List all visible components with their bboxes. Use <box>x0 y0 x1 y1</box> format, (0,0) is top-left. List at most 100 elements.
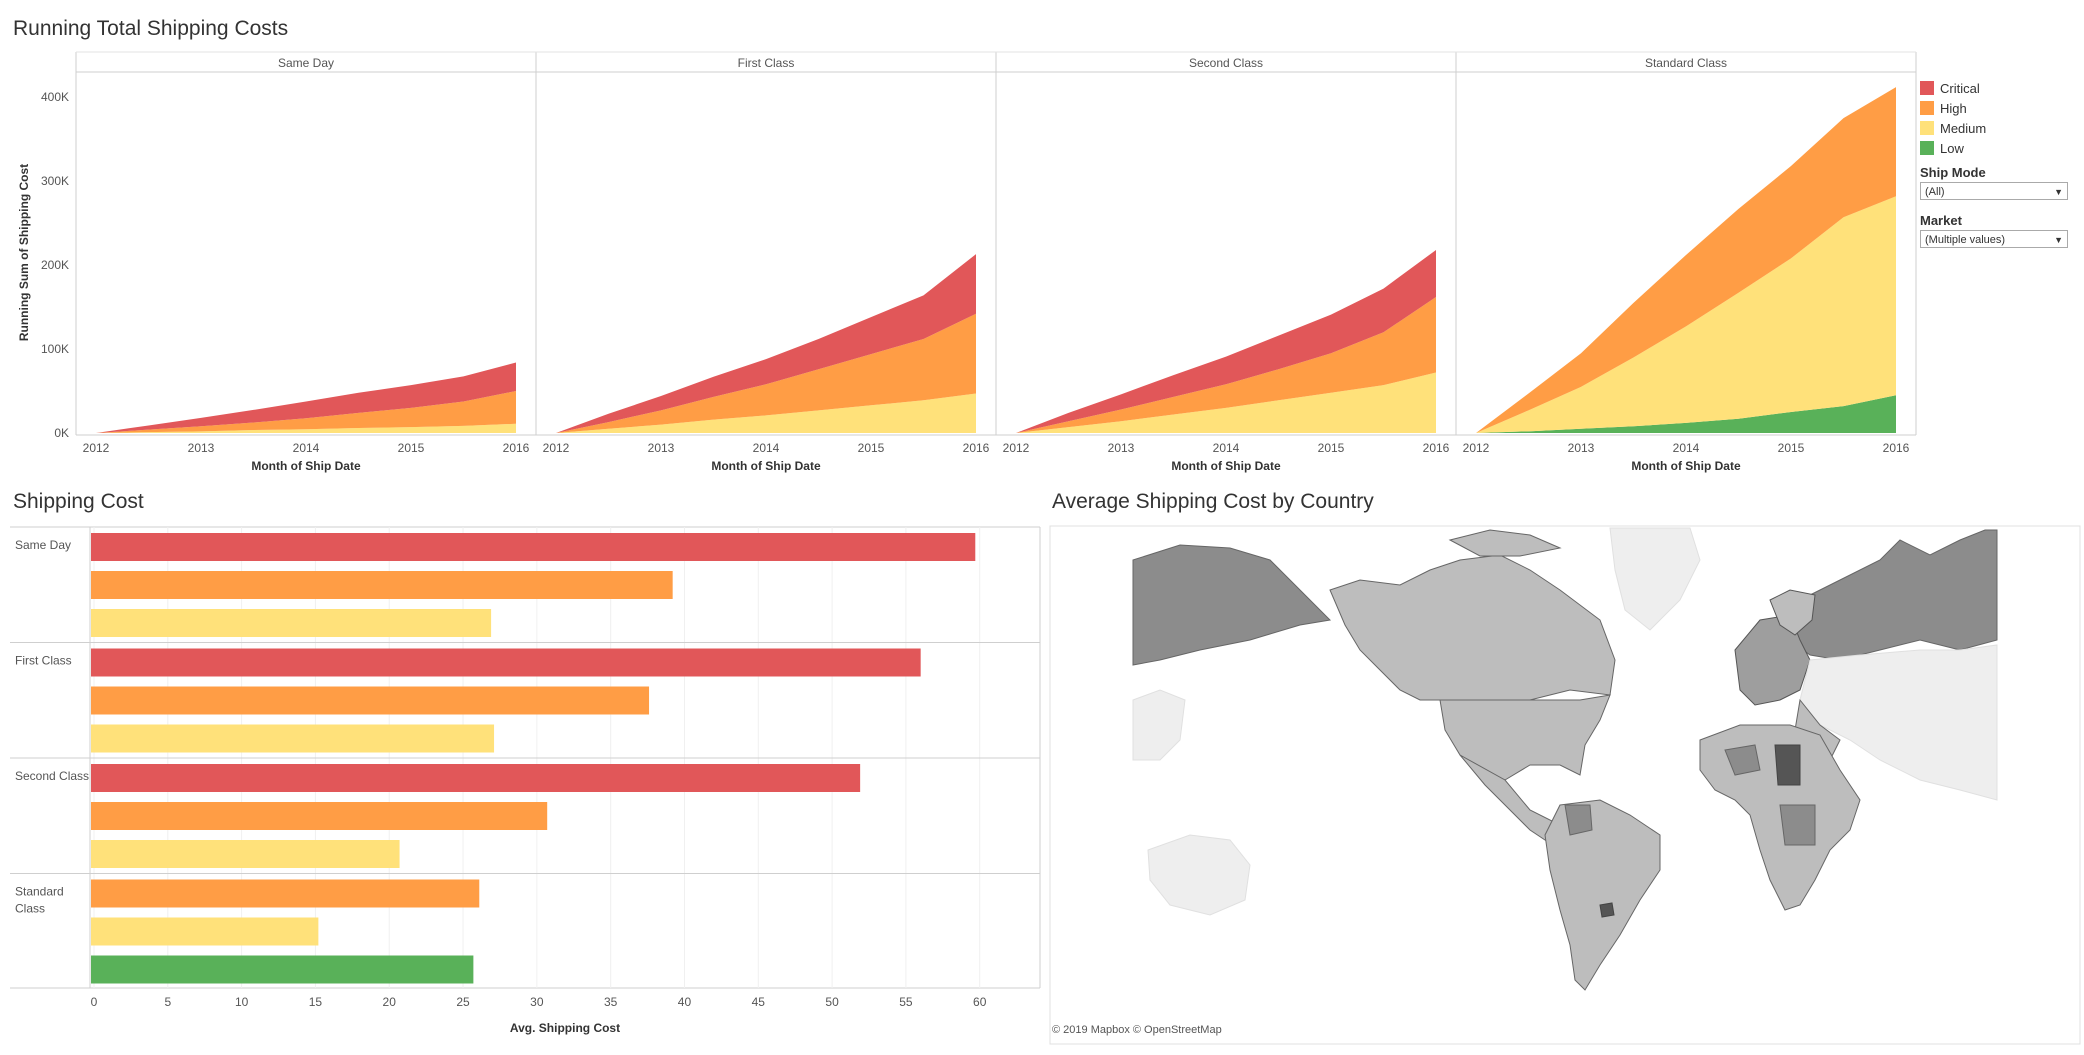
x-tick-label: 2014 <box>1673 441 1700 455</box>
running-total-chart: Running Sum of Shipping Cost 0K 100K 200K 30… <box>17 51 1917 473</box>
legend-item-high[interactable]: High <box>1920 98 2080 118</box>
x-tick-label: 20 <box>383 995 397 1009</box>
group-label: Second Class <box>15 769 89 783</box>
legend-label-critical: Critical <box>1940 80 1980 96</box>
area-critical <box>1016 249 1436 433</box>
bar-low <box>91 955 474 984</box>
area-critical <box>96 362 516 433</box>
legend-label-medium: Medium <box>1940 120 1987 136</box>
australia-shape <box>1147 834 1251 916</box>
chevron-down-icon: ▼ <box>2054 235 2063 245</box>
group-label: Same Day <box>15 538 71 552</box>
x-tick-label: 25 <box>456 995 470 1009</box>
area-medium <box>1476 196 1896 433</box>
panel-header: Second Class <box>1189 56 1263 70</box>
map-title: Average Shipping Cost by Country <box>1052 490 1374 513</box>
legend-panel: Critical High Medium Low Ship Mode (All)… <box>1920 78 2080 260</box>
bar-medium <box>91 840 400 868</box>
panel-header: Same Day <box>278 56 334 70</box>
x-tick-label: 45 <box>752 995 766 1009</box>
legend-swatch-low <box>1920 141 1934 155</box>
x-axis-label: Avg. Shipping Cost <box>510 1021 620 1035</box>
x-tick-label: 2015 <box>858 441 885 455</box>
legend-swatch-medium <box>1920 121 1934 135</box>
x-tick-label: 30 <box>530 995 544 1009</box>
x-tick-label: 55 <box>899 995 913 1009</box>
x-axis-label: Month of Ship Date <box>711 459 821 473</box>
y-tick-label: 400K <box>41 90 69 104</box>
x-tick-label: 40 <box>678 995 692 1009</box>
panel-header: Standard Class <box>1645 56 1727 70</box>
legend-swatch-critical <box>1920 81 1934 95</box>
x-tick-label: 0 <box>91 995 98 1009</box>
x-tick-label: 2015 <box>1778 441 1805 455</box>
group-label: Class <box>15 902 45 916</box>
y-axis-label: Running Sum of Shipping Cost <box>17 164 31 341</box>
bar-high <box>91 879 480 908</box>
market-dropdown[interactable]: (Multiple values) ▼ <box>1920 230 2068 248</box>
area-high <box>1016 296 1436 433</box>
x-tick-label: 2012 <box>1003 441 1030 455</box>
x-tick-label: 2013 <box>1568 441 1595 455</box>
x-tick-label: 2013 <box>188 441 215 455</box>
shipping-cost-title: Shipping Cost <box>13 490 144 513</box>
x-tick-label: 2015 <box>1318 441 1345 455</box>
x-tick-label: 2013 <box>648 441 675 455</box>
legend-item-critical[interactable]: Critical <box>1920 78 2080 98</box>
colombia-shape <box>1564 804 1593 836</box>
group-label: Standard <box>15 885 64 899</box>
mali-shape <box>1724 744 1761 776</box>
legend-label-low: Low <box>1940 140 1964 156</box>
market-value: (Multiple values) <box>1925 234 2006 246</box>
y-tick-label: 300K <box>41 174 69 188</box>
uruguay-shape <box>1599 902 1615 918</box>
bar-medium <box>91 917 319 946</box>
bar-critical <box>91 533 976 561</box>
bar-critical <box>91 648 921 677</box>
shipping-cost-bar-chart: Same Day First Class Second Class Standard C… <box>10 526 1041 1035</box>
legend-item-low[interactable]: Low <box>1920 138 2080 158</box>
bar-medium <box>91 724 495 753</box>
area-low <box>1476 395 1896 433</box>
ship-mode-dropdown[interactable]: (All) ▼ <box>1920 182 2068 200</box>
legend-label-high: High <box>1940 100 1967 116</box>
drc-shape <box>1779 804 1816 846</box>
x-tick-label: 2012 <box>1463 441 1490 455</box>
y-tick-label: 100K <box>41 342 69 356</box>
x-axis-label: Month of Ship Date <box>1631 459 1741 473</box>
greenland-shape <box>1609 527 1701 631</box>
legend-item-medium[interactable]: Medium <box>1920 118 2080 138</box>
arctic-islands-shape <box>1448 529 1562 557</box>
area-critical <box>556 254 976 433</box>
x-tick-label: 2016 <box>1883 441 1910 455</box>
area-high <box>556 313 976 433</box>
bar-high <box>91 686 650 715</box>
x-tick-label: 50 <box>825 995 839 1009</box>
x-tick-label: 2014 <box>1213 441 1240 455</box>
x-tick-label: 60 <box>973 995 987 1009</box>
bar-high <box>91 571 673 599</box>
alaska-shape <box>1132 544 1332 666</box>
x-tick-label: 5 <box>164 995 171 1009</box>
market-label: Market <box>1920 213 1962 228</box>
legend-swatch-high <box>1920 101 1934 115</box>
x-tick-label: 15 <box>309 995 323 1009</box>
area-medium <box>96 423 516 433</box>
europe-shape <box>1734 614 1811 706</box>
ship-mode-label: Ship Mode <box>1920 165 1986 180</box>
x-tick-label: 2016 <box>963 441 990 455</box>
x-tick-label: 2014 <box>753 441 780 455</box>
x-tick-label: 35 <box>604 995 618 1009</box>
south-america-shape <box>1544 799 1661 991</box>
chevron-down-icon: ▼ <box>2054 187 2063 197</box>
x-tick-label: 2015 <box>398 441 425 455</box>
chad-shape <box>1774 744 1801 786</box>
area-high <box>96 391 516 433</box>
map-attribution: © 2019 Mapbox © OpenStreetMap <box>1052 1024 1222 1036</box>
x-tick-label: 2012 <box>83 441 110 455</box>
x-tick-label: 2016 <box>503 441 530 455</box>
x-tick-label: 10 <box>235 995 249 1009</box>
x-tick-label: 2014 <box>293 441 320 455</box>
group-label: First Class <box>15 654 72 668</box>
